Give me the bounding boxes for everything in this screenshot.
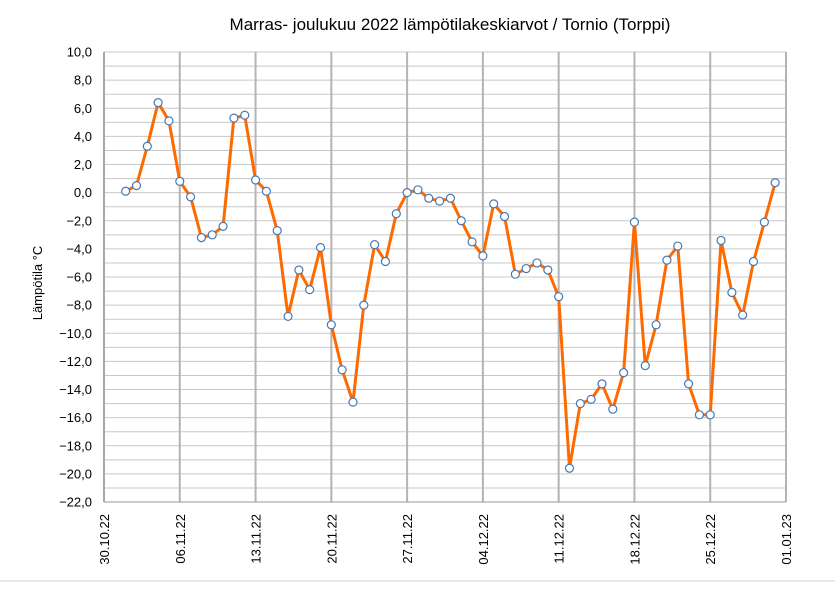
data-point	[315, 242, 326, 253]
y-tick-label: 8,0	[74, 73, 92, 88]
data-point	[326, 320, 336, 330]
x-tick-label: 06.11.22	[173, 514, 188, 564]
x-tick-label: 18.12.22	[627, 514, 642, 565]
data-point	[424, 193, 434, 203]
data-point	[554, 292, 564, 302]
data-point	[207, 230, 217, 240]
series-line	[124, 101, 777, 470]
y-tick-label: −10,0	[59, 326, 92, 341]
data-point	[683, 379, 694, 389]
data-point	[575, 398, 585, 409]
data-point	[164, 116, 174, 126]
data-point	[510, 269, 520, 279]
data-point	[261, 186, 271, 196]
y-tick-labels: 10,0 8,0 6,0 4,0 2,0 0,0 −2,0 −4,0 −6,0 −8,0 −10,0…	[59, 45, 92, 510]
data-point	[629, 217, 640, 227]
y-tick-label: −12,0	[59, 354, 92, 369]
y-tick-label: −22,0	[59, 495, 92, 510]
y-tick-label: 10,0	[67, 45, 92, 60]
data-point	[402, 188, 412, 198]
data-point	[283, 311, 293, 321]
y-tick-label: −6,0	[66, 270, 92, 285]
data-point	[673, 241, 683, 251]
x-tick-label: 30.10.22	[97, 514, 112, 565]
data-point	[705, 410, 715, 420]
data-point	[142, 141, 152, 151]
y-tick-label: −4,0	[66, 241, 92, 256]
data-point	[543, 265, 553, 275]
data-point	[348, 397, 358, 407]
data-point	[738, 310, 748, 320]
x-tick-label: 20.11.22	[324, 514, 339, 564]
data-point	[694, 410, 705, 420]
data-point	[131, 180, 142, 191]
data-point	[413, 185, 423, 195]
data-point	[391, 209, 401, 219]
data-point	[640, 360, 650, 371]
chart-title: Marras- joulukuu 2022 lämpötilakeskiarvo…	[230, 15, 671, 34]
data-point	[337, 365, 347, 375]
data-point	[175, 176, 185, 186]
x-tick-label: 04.12.22	[476, 514, 491, 565]
data-point	[532, 258, 542, 268]
data-point	[489, 199, 499, 209]
data-point	[467, 237, 477, 247]
data-series	[121, 98, 780, 473]
data-point	[759, 217, 769, 227]
y-tick-label: 4,0	[74, 129, 92, 144]
y-tick-label: −8,0	[66, 298, 92, 313]
y-tick-label: 6,0	[74, 101, 92, 116]
x-tick-label: 13.11.22	[249, 514, 264, 564]
data-point	[619, 368, 629, 378]
data-point	[305, 285, 315, 295]
data-point	[456, 216, 466, 226]
data-point	[478, 251, 488, 261]
data-point	[240, 110, 250, 120]
y-tick-label: 0,0	[74, 185, 92, 200]
y-axis-label: Lämpötila °C	[30, 246, 45, 321]
grid	[103, 51, 787, 503]
data-point	[434, 196, 445, 206]
data-point	[186, 192, 196, 202]
data-point	[121, 186, 131, 196]
data-point	[727, 287, 737, 298]
data-point	[445, 193, 456, 203]
data-point	[597, 379, 607, 389]
data-point	[359, 300, 369, 310]
data-point	[748, 256, 759, 267]
y-tick-label: −18,0	[59, 438, 92, 453]
data-point	[218, 221, 228, 231]
data-point	[716, 235, 726, 246]
data-point	[770, 178, 780, 188]
x-tick-labels: 30.10.22 06.11.22 13.11.22 20.11.22 27.11.22…	[97, 514, 794, 565]
y-tick-label: −2,0	[66, 213, 92, 228]
data-point	[370, 240, 380, 250]
data-point	[586, 394, 596, 404]
y-tick-label: 2,0	[74, 157, 92, 172]
y-tick-label: −20,0	[59, 466, 92, 481]
data-point	[196, 233, 207, 243]
data-point	[662, 255, 672, 265]
data-point	[294, 265, 304, 275]
data-point	[380, 256, 391, 267]
data-point	[651, 320, 661, 330]
x-tick-label: 01.01.23	[779, 514, 794, 565]
data-point	[608, 404, 618, 414]
data-point	[272, 225, 282, 236]
x-tick-label: 27.11.22	[400, 514, 415, 564]
data-point	[250, 175, 261, 185]
data-point	[229, 113, 239, 123]
data-point	[521, 263, 531, 274]
data-point	[153, 98, 163, 108]
y-tick-label: −14,0	[59, 382, 92, 397]
y-tick-label: −16,0	[59, 410, 92, 425]
data-point	[499, 211, 510, 222]
x-tick-label: 11.12.22	[552, 514, 567, 564]
x-tick-label: 25.12.22	[703, 514, 718, 565]
data-point	[564, 463, 575, 473]
